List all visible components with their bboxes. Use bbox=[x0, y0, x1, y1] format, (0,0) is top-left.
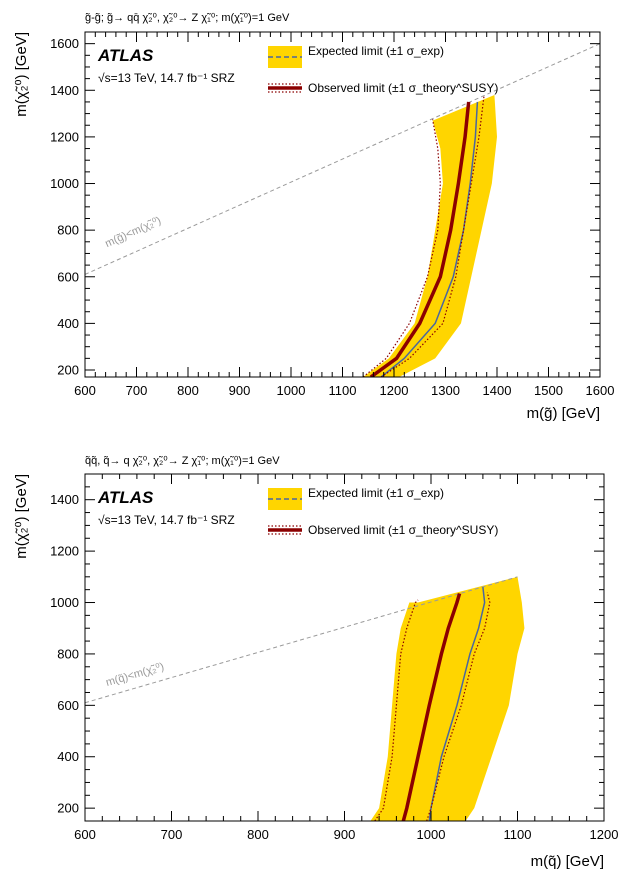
y-tick-label: 1200 bbox=[50, 544, 79, 559]
y-tick-label: 200 bbox=[57, 801, 79, 816]
expected-band bbox=[363, 94, 497, 377]
observed-limit-line bbox=[401, 593, 462, 821]
x-tick-label: 1200 bbox=[380, 383, 409, 398]
observed-limit-line bbox=[369, 101, 471, 377]
x-tick-label: 700 bbox=[161, 827, 183, 842]
expected-band bbox=[370, 576, 525, 821]
experiment-label: ATLAS bbox=[97, 46, 154, 65]
plot-area bbox=[85, 43, 600, 377]
y-tick-label: 1200 bbox=[50, 129, 79, 144]
x-tick-label: 900 bbox=[334, 827, 356, 842]
x-tick-label: 1300 bbox=[431, 383, 460, 398]
observed-theory-up-line bbox=[362, 119, 441, 377]
y-tick-label: 400 bbox=[57, 749, 79, 764]
energy-label: √s=13 TeV, 14.7 fb⁻¹ SRZ bbox=[98, 71, 235, 85]
x-tick-label: 600 bbox=[74, 383, 96, 398]
x-tick-label: 1400 bbox=[483, 383, 512, 398]
expected-limit-line bbox=[380, 101, 479, 377]
kinematic-label: m(g̃)<m(χ̃₂⁰) bbox=[103, 215, 163, 250]
x-axis-title: m(q̃) [GeV] bbox=[531, 853, 604, 870]
y-tick-label: 600 bbox=[57, 698, 79, 713]
legend-expected-label: Expected limit (±1 σ_exp) bbox=[308, 44, 444, 58]
y-tick-label: 1000 bbox=[50, 176, 79, 191]
x-tick-label: 1500 bbox=[534, 383, 563, 398]
kinematic-limit-line bbox=[85, 43, 600, 275]
plot-area bbox=[85, 576, 525, 821]
y-axis-title: m(χ̃₂⁰) [GeV] bbox=[13, 32, 30, 117]
y-tick-label: 400 bbox=[57, 316, 79, 331]
x-tick-label: 700 bbox=[126, 383, 148, 398]
y-tick-label: 600 bbox=[57, 269, 79, 284]
y-tick-label: 200 bbox=[57, 363, 79, 378]
chart-header: g̃-g̃; g̃→ qq̄ χ̃₂⁰, χ̃₂⁰→ Z χ̃₁⁰; m(χ̃₁… bbox=[85, 12, 290, 24]
kinematic-limit-line bbox=[85, 576, 518, 704]
chart-bottom: m(q̃)<m(χ̃₂⁰) 600 700 800 900 1000 1100 1200 200… bbox=[13, 455, 619, 870]
y-tick-label: 1000 bbox=[50, 595, 79, 610]
x-tick-label: 1000 bbox=[417, 827, 446, 842]
y-tick-label: 1400 bbox=[50, 492, 79, 507]
legend-observed-label: Observed limit (±1 σ_theory^SUSY) bbox=[308, 81, 498, 95]
y-tick-label: 800 bbox=[57, 646, 79, 661]
x-tick-label: 1000 bbox=[277, 383, 306, 398]
chart-top: m(g̃)<m(χ̃₂⁰) 600 700 800 900 1000 1100 1200 130… bbox=[13, 12, 615, 422]
x-tick-label: 600 bbox=[74, 827, 96, 842]
observed-theory-down-line bbox=[426, 592, 491, 821]
observed-theory-down-line bbox=[380, 94, 485, 377]
legend-observed-label: Observed limit (±1 σ_theory^SUSY) bbox=[308, 523, 498, 537]
y-tick-label: 800 bbox=[57, 223, 79, 238]
y-tick-label: 1400 bbox=[50, 83, 79, 98]
y-axis-title: m(χ̃₂⁰) [GeV] bbox=[13, 474, 30, 559]
x-tick-label: 1200 bbox=[590, 827, 619, 842]
x-tick-label: 900 bbox=[229, 383, 251, 398]
y-tick-label: 1600 bbox=[50, 36, 79, 51]
kinematic-label: m(q̃)<m(χ̃₂⁰) bbox=[104, 661, 165, 689]
legend-expected-label: Expected limit (±1 σ_exp) bbox=[308, 486, 444, 500]
x-tick-label: 800 bbox=[177, 383, 199, 398]
x-tick-label: 1100 bbox=[504, 827, 532, 842]
x-axis-title: m(g̃) [GeV] bbox=[527, 405, 600, 422]
x-tick-label: 1100 bbox=[329, 383, 357, 398]
x-tick-label: 1600 bbox=[586, 383, 615, 398]
x-tick-label: 800 bbox=[247, 827, 269, 842]
experiment-label: ATLAS bbox=[97, 488, 154, 507]
chart-header: q̃q̃, q̃→ q χ̃₂⁰, χ̃₂⁰→ Z χ̃₁⁰; m(χ̃₁⁰)=… bbox=[85, 455, 280, 467]
energy-label: √s=13 TeV, 14.7 fb⁻¹ SRZ bbox=[98, 513, 235, 527]
